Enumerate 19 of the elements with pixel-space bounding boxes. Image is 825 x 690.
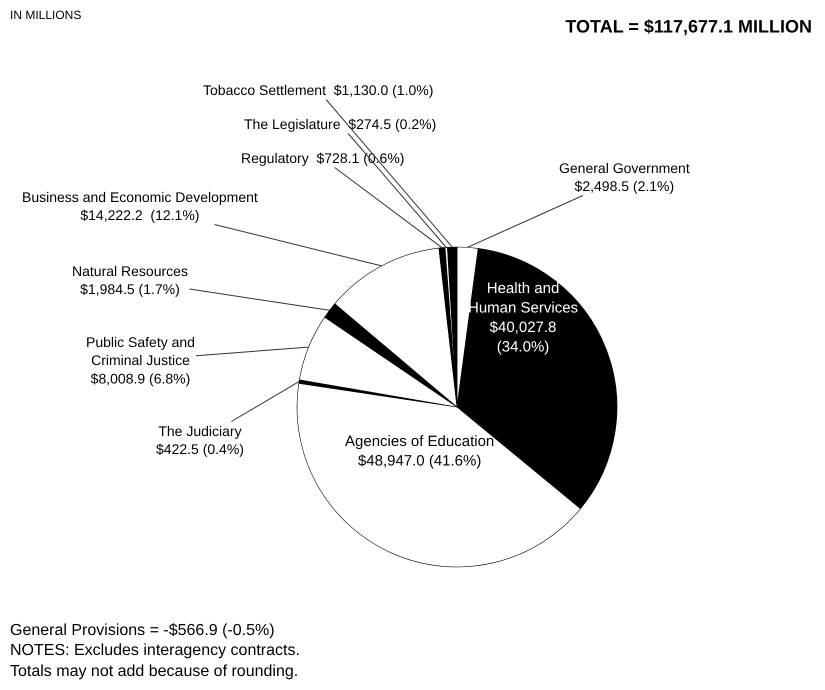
slice-label: Tobacco Settlement $1,130.0 (1.0%)	[203, 82, 434, 98]
slice-label: The Judiciary	[158, 423, 242, 439]
slice-label: Agencies of Education	[345, 433, 494, 450]
text: General Provisions = -$566.9 (-0.5%)	[10, 622, 275, 639]
slice-label: Natural Resources	[72, 263, 188, 279]
slice-label: Business and Economic Development	[22, 189, 258, 205]
text: NOTES: Excludes interagency contracts. Totals may not add because of rounding.	[10, 642, 300, 680]
data-label: $40,027.8 (34.0%)	[490, 319, 556, 356]
data-label: $14,222.2 (12.1%)	[80, 207, 200, 224]
data-label: $1,984.5 (1.7%)	[80, 281, 180, 298]
slice-label: Public Safety and Criminal Justice	[86, 334, 195, 368]
data-label: $2,498.5 (2.1%)	[574, 178, 674, 194]
data-label: $48,947.0 (41.6%)	[358, 452, 482, 470]
text: IN MILLIONS	[10, 8, 82, 22]
chart-title: TOTAL = $117,677.1 MILLION	[565, 16, 812, 37]
slice-label: General Government	[559, 160, 690, 176]
slice-label: The Legislature $274.5 (0.2%)	[244, 116, 436, 132]
data-label: $8,008.9 (6.8%)	[90, 370, 190, 386]
data-label: $422.5 (0.4%)	[156, 441, 244, 458]
